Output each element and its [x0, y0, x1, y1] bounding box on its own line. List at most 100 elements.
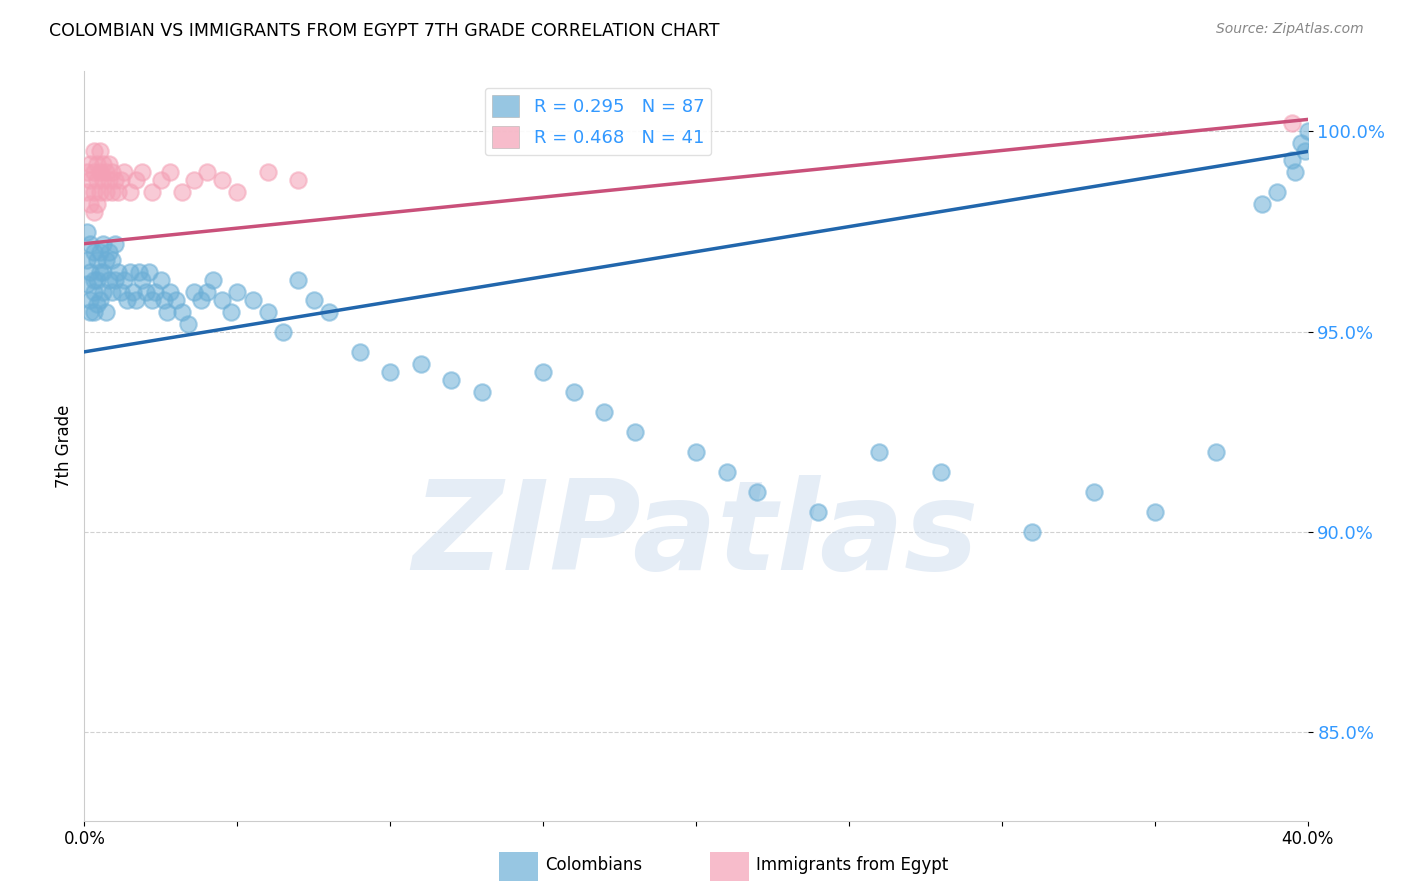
Point [79, 236, 101, 251]
Point [89, 185, 111, 199]
Point [624, 425, 647, 439]
Point [91, 236, 114, 251]
Point [1205, 445, 1227, 459]
Point [716, 465, 738, 479]
Point [177, 317, 200, 331]
Point [1265, 185, 1288, 199]
Point [593, 405, 616, 419]
Point [83, 244, 105, 259]
Point [115, 293, 138, 307]
Point [101, 252, 124, 267]
Point [97, 244, 120, 259]
Point [112, 164, 135, 178]
Point [101, 185, 124, 199]
Point [89, 293, 111, 307]
Point [86, 156, 108, 170]
Point [1083, 485, 1105, 500]
Point [159, 285, 181, 299]
Point [89, 145, 111, 159]
Point [89, 164, 111, 178]
Point [76, 185, 98, 199]
Point [380, 365, 402, 379]
Point [349, 344, 371, 359]
Point [97, 156, 120, 170]
Point [1281, 116, 1303, 130]
Point [125, 293, 148, 307]
Point [83, 273, 105, 287]
Point [86, 273, 108, 287]
Point [83, 204, 105, 219]
Point [91, 265, 114, 279]
Point [112, 273, 135, 287]
Point [89, 265, 111, 279]
Point [1296, 124, 1319, 138]
Point [94, 164, 117, 178]
Point [929, 465, 952, 479]
Point [211, 172, 233, 186]
Point [302, 293, 325, 307]
Point [76, 164, 98, 178]
Point [1281, 153, 1303, 167]
Point [120, 265, 142, 279]
Point [138, 265, 160, 279]
Point [287, 172, 309, 186]
Point [471, 384, 494, 399]
Point [172, 305, 194, 319]
Point [183, 285, 205, 299]
Point [318, 305, 340, 319]
Point [79, 156, 101, 170]
Point [76, 252, 98, 267]
Point [79, 305, 101, 319]
Point [107, 265, 129, 279]
Point [91, 156, 114, 170]
Point [440, 373, 463, 387]
Point [135, 285, 157, 299]
Point [86, 252, 108, 267]
FancyBboxPatch shape [499, 852, 538, 881]
Point [159, 164, 181, 178]
Point [226, 185, 249, 199]
Point [149, 273, 172, 287]
Text: Source: ZipAtlas.com: Source: ZipAtlas.com [1216, 22, 1364, 37]
Point [86, 172, 108, 186]
Point [107, 185, 129, 199]
Point [149, 172, 172, 186]
Point [83, 164, 105, 178]
Point [143, 285, 166, 299]
Point [257, 305, 280, 319]
Point [86, 196, 108, 211]
Point [195, 285, 218, 299]
Point [76, 277, 98, 291]
Point [172, 185, 194, 199]
Point [271, 325, 294, 339]
Point [76, 225, 98, 239]
Point [104, 236, 127, 251]
Point [807, 505, 830, 519]
Point [219, 305, 242, 319]
Point [94, 305, 117, 319]
Point [1284, 164, 1306, 178]
Point [101, 164, 124, 178]
Text: ZIPatlas: ZIPatlas [413, 475, 979, 597]
Point [562, 384, 585, 399]
Point [83, 305, 105, 319]
Point [83, 145, 105, 159]
Point [101, 285, 124, 299]
Point [128, 265, 150, 279]
Point [747, 485, 769, 500]
Point [131, 273, 153, 287]
Point [141, 185, 163, 199]
Point [97, 273, 120, 287]
Point [91, 172, 114, 186]
Point [531, 365, 554, 379]
Y-axis label: 7th Grade: 7th Grade [55, 404, 73, 488]
Point [91, 285, 114, 299]
Point [183, 172, 205, 186]
Point [1291, 136, 1313, 151]
Point [120, 185, 142, 199]
Point [79, 293, 101, 307]
Point [110, 172, 132, 186]
Point [226, 285, 249, 299]
Point [153, 293, 176, 307]
Point [110, 285, 132, 299]
